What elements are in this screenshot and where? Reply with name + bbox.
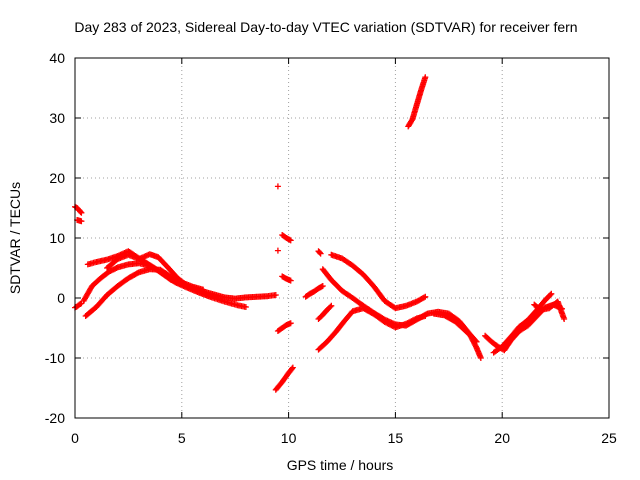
data-point [421,294,428,301]
data-point [327,303,334,310]
series-seg-b [74,217,85,225]
y-tick-label: 40 [49,50,65,66]
data-point [317,250,324,257]
y-tick-label: -20 [45,410,65,426]
data-point [287,237,294,244]
series-seg-n [302,283,326,300]
data-point [274,247,281,254]
data-point [77,209,84,215]
data-point [328,302,335,309]
series-seg-s [328,251,429,312]
x-axis-label: GPS time / hours [287,457,394,473]
x-tick-label: 15 [388,430,404,446]
y-tick-label: -10 [45,350,65,366]
series-seg-u [430,310,484,361]
x-tick-label: 10 [281,430,297,446]
data-point [547,291,554,298]
data-point [289,364,296,371]
data-point [561,316,568,322]
y-tick-label: 20 [49,170,65,186]
data-point [319,283,326,289]
data-point [242,304,249,310]
y-tick-label: 0 [57,290,65,306]
series-seg-c [72,300,85,311]
data-point [182,280,189,287]
data-point [548,290,555,297]
series-seg-t [405,74,429,130]
series-seg-m [272,364,296,393]
x-tick-label: 0 [71,430,79,446]
series-seg-i [274,247,281,254]
data-point [287,320,294,327]
series-seg-f [82,266,207,319]
data-point [289,365,296,372]
x-tick-label: 5 [178,430,186,446]
x-tick-label: 25 [601,430,617,446]
series-seg-g [104,251,190,288]
data-point [477,355,484,361]
data-point [78,209,85,216]
data-point [287,277,294,284]
data-point [274,183,281,190]
data-points [72,74,568,393]
data-point [183,281,190,288]
series-seg-j [279,232,294,244]
y-axis-label: SDTVAR / TECUs [7,182,23,294]
data-point [422,293,429,300]
grid-lines [75,58,609,418]
series-seg-w [490,290,555,356]
data-point [422,74,429,81]
y-tick-label: 30 [49,110,65,126]
series-seg-h [274,183,281,190]
series-seg-e [84,248,249,310]
data-point [272,292,279,298]
chart-title: Day 283 of 2023, Sidereal Day-to-day VTE… [74,19,577,35]
series-seg-x [531,298,568,322]
data-point [316,249,323,256]
axis-ticks: 0 5 10 15 20 25 -20 -10 0 10 20 30 40 [45,50,617,446]
data-point [200,286,207,293]
series-seg-k [279,273,294,284]
series-seg-p [315,302,335,322]
series-seg-o [315,248,324,257]
series-seg-a [72,203,85,216]
data-point [78,218,85,225]
y-tick-label: 10 [49,230,65,246]
x-tick-label: 20 [494,430,510,446]
series-seg-l [274,320,294,334]
series-seg-v [482,301,566,354]
